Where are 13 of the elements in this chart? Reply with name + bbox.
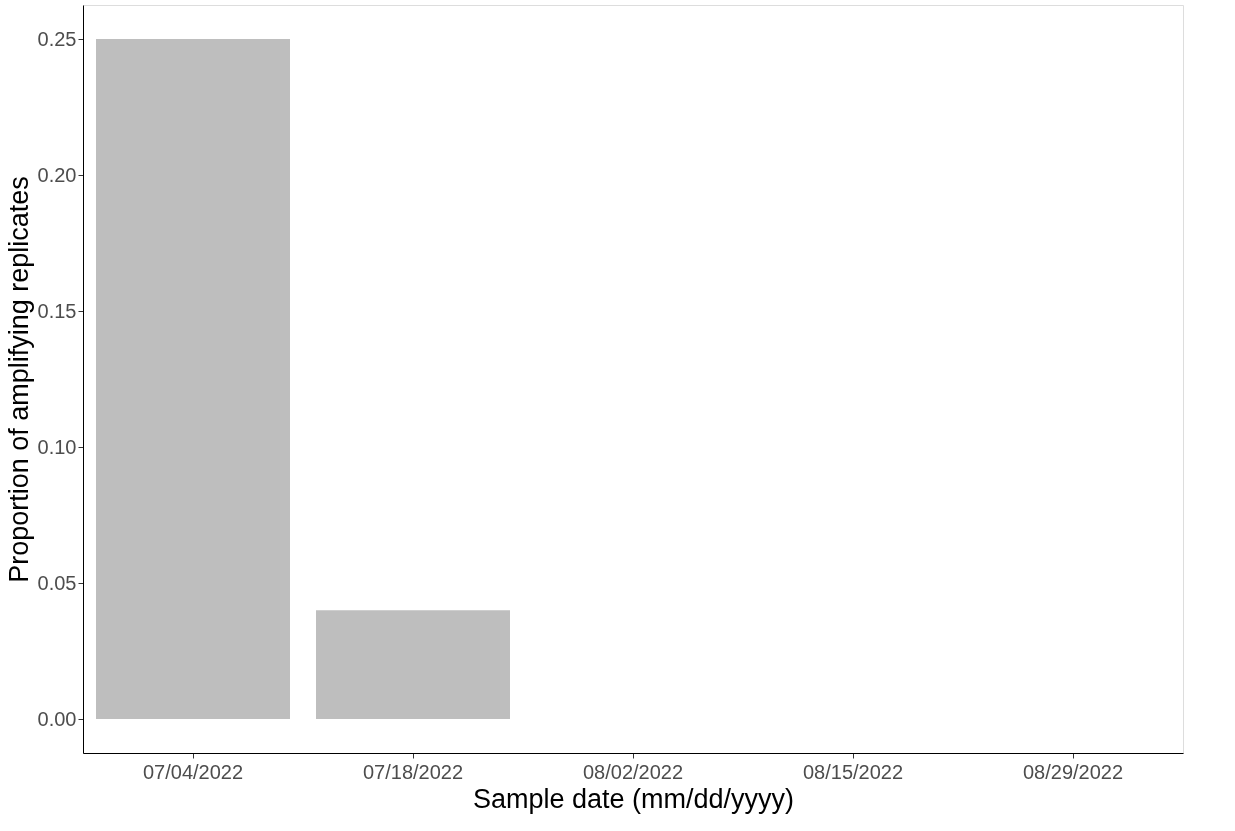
y-tick-label: 0.15 xyxy=(37,299,77,322)
y-axis-title: Proportion of amplifying replicates xyxy=(3,176,34,583)
y-tick-label: 0.05 xyxy=(37,571,77,594)
y-tick-label: 0.20 xyxy=(37,163,77,186)
x-tick-label: 08/02/2022 xyxy=(582,760,684,783)
x-axis-title: Sample date (mm/dd/yyyy) xyxy=(472,783,795,814)
x-tick-label: 08/15/2022 xyxy=(802,760,904,783)
y-tick-label: 0.00 xyxy=(37,707,77,730)
y-tick-label: 0.25 xyxy=(37,27,77,50)
x-tick-label: 08/29/2022 xyxy=(1022,760,1124,783)
x-tick-label: 07/18/2022 xyxy=(362,760,464,783)
x-tick-label: 07/04/2022 xyxy=(142,760,244,783)
y-tick-label: 0.10 xyxy=(37,435,77,458)
